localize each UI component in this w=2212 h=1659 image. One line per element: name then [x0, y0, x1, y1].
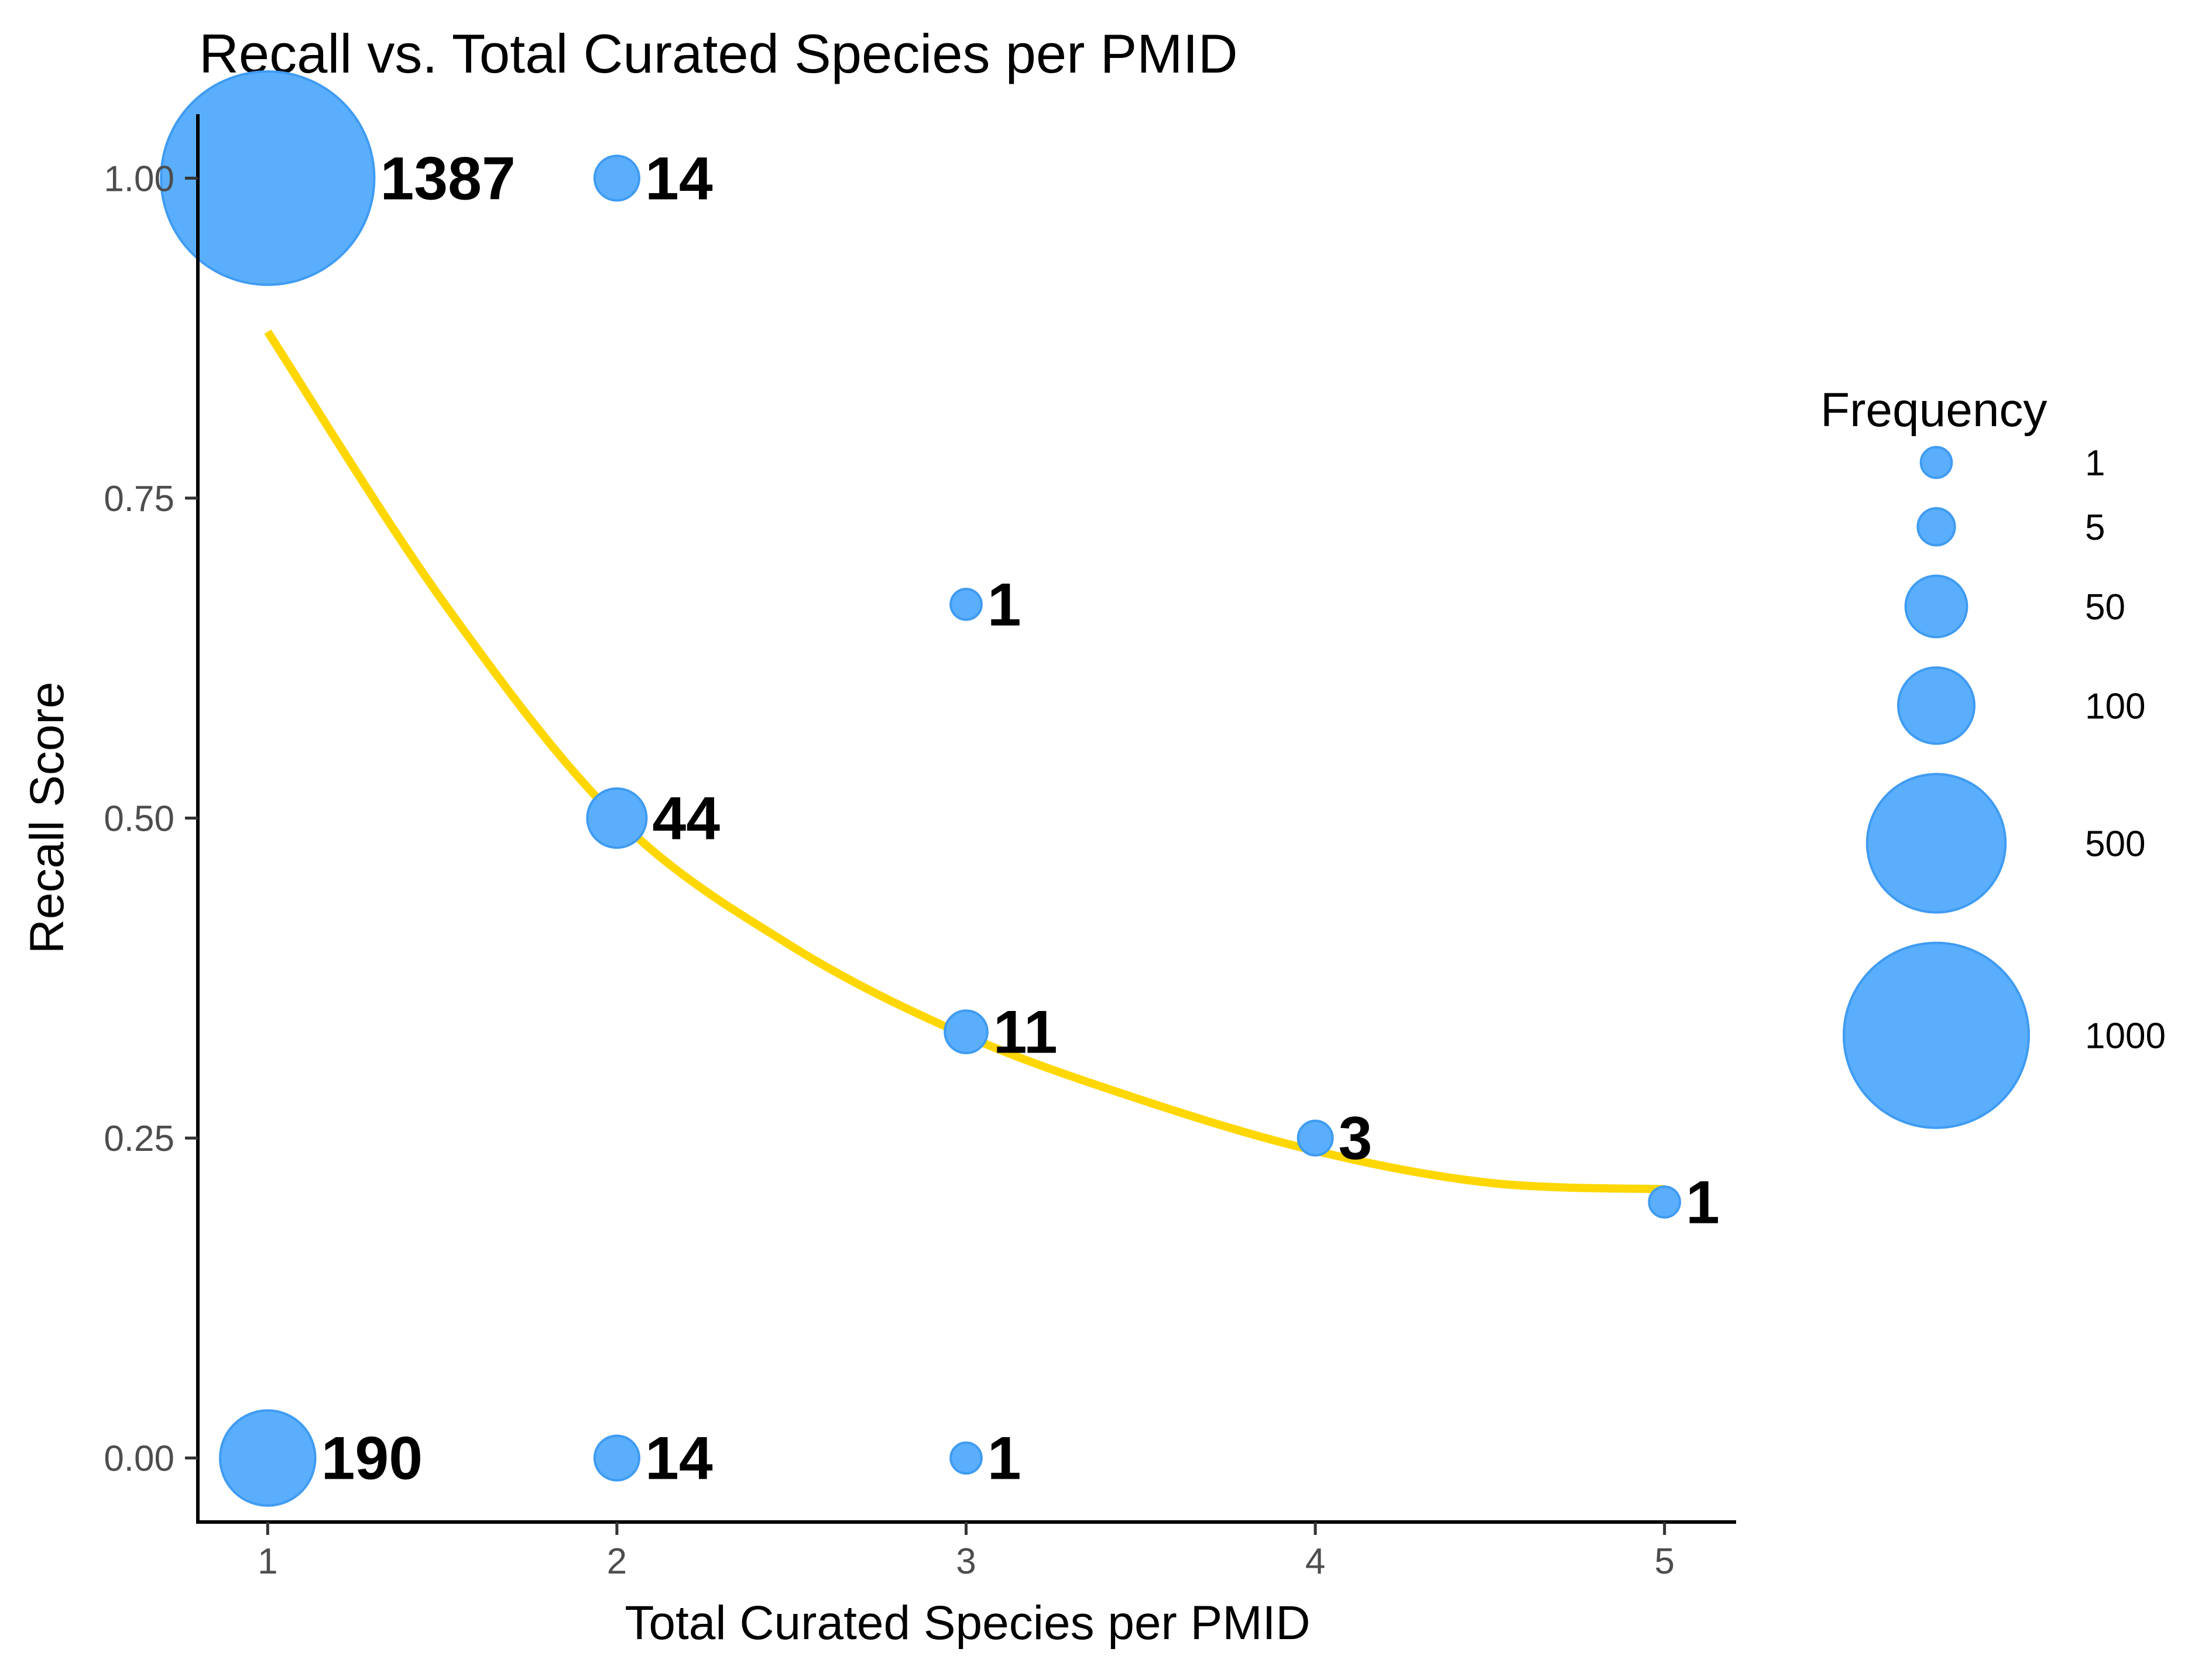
- point-label: 1: [987, 1425, 1021, 1493]
- point-label: 1387: [380, 145, 515, 212]
- data-point: [944, 1009, 989, 1054]
- y-tick-label: 0.75: [104, 479, 174, 519]
- data-point: [593, 1434, 640, 1482]
- legend-label: 1000: [2085, 1016, 2166, 1057]
- x-tick-label: 1: [258, 1541, 277, 1582]
- x-axis-title: Total Curated Species per PMID: [625, 1596, 1310, 1650]
- legend-label: 1: [2085, 443, 2105, 484]
- legend-label: 50: [2085, 587, 2125, 628]
- trend-line-layer: [264, 329, 1665, 1194]
- point-label: 14: [645, 145, 713, 212]
- y-tick-label: 0.50: [104, 799, 174, 839]
- data-point: [1297, 1119, 1334, 1157]
- x-tick-label: 5: [1654, 1541, 1674, 1582]
- y-axis-ticks: 0.00 0.25 0.50 0.75 1.00: [104, 159, 198, 1479]
- data-point: [949, 1441, 983, 1475]
- legend-label: 100: [2085, 686, 2145, 726]
- point-label: 1: [1686, 1168, 1720, 1236]
- chart-title: Recall vs. Total Curated Species per PMI…: [199, 23, 1238, 84]
- point-label: 11: [993, 999, 1058, 1067]
- point-label: 44: [652, 785, 720, 853]
- y-tick-label: 1.00: [104, 159, 174, 199]
- legend-key: [1916, 507, 1956, 547]
- data-point: [949, 588, 983, 621]
- legend-label: 5: [2085, 508, 2105, 548]
- data-point: [160, 70, 376, 286]
- point-labels-layer: 1387 14 1 44 11 3 1 190 14 1: [321, 145, 1720, 1492]
- legend-title: Frequency: [1820, 383, 2047, 437]
- legend-key: [1865, 773, 2007, 914]
- y-tick-label: 0.25: [104, 1119, 174, 1159]
- x-tick-label: 3: [956, 1541, 976, 1582]
- legend-key: [1897, 666, 1976, 745]
- legend-label: 500: [2085, 824, 2145, 864]
- legend-key: [1904, 574, 1968, 639]
- x-axis-ticks: 1 2 3 4 5: [258, 1522, 1675, 1582]
- legend-key: [1919, 445, 1953, 479]
- data-point: [593, 155, 640, 202]
- x-tick-label: 4: [1305, 1541, 1325, 1582]
- frequency-legend: Frequency 1 5 50 100 500 1000: [1820, 383, 2166, 1129]
- data-point: [219, 1409, 317, 1507]
- point-label: 3: [1339, 1105, 1373, 1173]
- point-label: 14: [645, 1425, 713, 1493]
- points-layer: [160, 70, 1681, 1507]
- point-label: 190: [321, 1425, 423, 1493]
- data-point: [586, 787, 648, 849]
- x-tick-label: 2: [607, 1541, 627, 1582]
- y-axis-title: Recall Score: [20, 682, 74, 954]
- data-point: [1648, 1185, 1681, 1219]
- legend-key: [1843, 941, 2030, 1129]
- y-tick-label: 0.00: [104, 1439, 174, 1479]
- trend-line: [264, 329, 1665, 1194]
- point-label: 1: [987, 571, 1021, 639]
